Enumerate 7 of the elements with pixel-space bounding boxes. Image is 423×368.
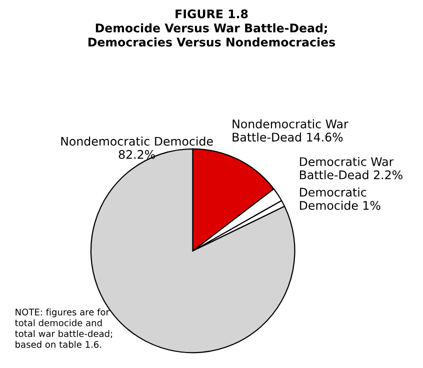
slice-label: Democratic Democide 1% <box>300 188 380 210</box>
text: NOTE: figures are for total democide and total war battle-dead; based on table 1.6. <box>15 308 112 348</box>
slice-label: Democratic War Battle-Dead 2.2% <box>300 156 402 180</box>
slice-label: Nondemocratic War Battle-Dead 14.6% <box>232 119 348 142</box>
slice-label: Nondemocratic Democide <box>61 136 213 146</box>
data-label: 82.2% <box>118 150 155 159</box>
chart-title: FIGURE 1.8 Democide Versus War Battle-Dead; Democracies Versus Nondemocracies <box>88 9 336 47</box>
